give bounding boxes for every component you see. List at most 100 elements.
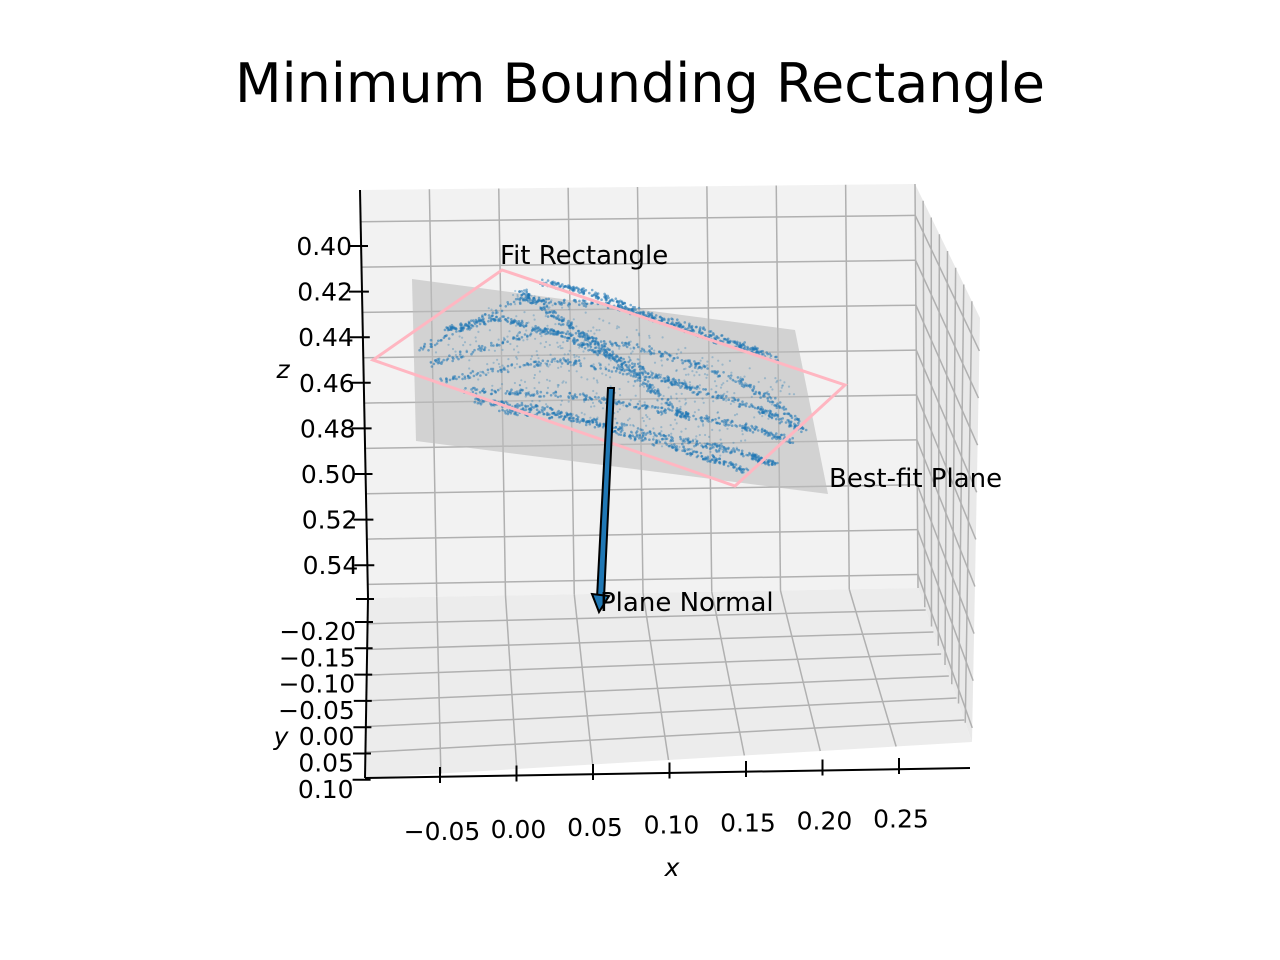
point [614,369,618,373]
point [753,428,756,431]
point [577,332,581,335]
point [589,416,592,419]
point [722,398,725,401]
point [489,367,493,371]
point [595,379,599,382]
point [595,346,598,349]
point [488,316,491,320]
point [477,378,480,381]
z-tick-label: 0.48 [300,414,356,443]
point [460,355,464,359]
point [670,432,673,435]
point [455,377,458,381]
grid-line [436,596,442,774]
point [683,449,686,453]
point [533,365,536,368]
point [660,359,663,362]
point [654,392,657,396]
point [759,393,762,396]
point [521,407,525,410]
point [684,346,687,350]
point [634,375,638,379]
point [507,358,510,361]
point [732,441,735,444]
point [761,427,764,431]
point [535,408,539,412]
z-axis-ticks: 0.400.420.440.460.480.500.520.54 [296,232,375,600]
point [500,370,503,374]
point [638,436,641,440]
point [526,338,529,341]
point [623,424,626,427]
point [498,409,501,413]
point [539,390,543,394]
point [638,434,641,438]
point [733,449,736,452]
point [460,326,464,330]
point [653,433,657,437]
point [549,353,552,356]
point [660,397,664,401]
point [539,306,542,309]
point [599,367,602,370]
point [586,342,589,346]
point [603,342,606,346]
point [560,362,564,365]
point [576,289,580,293]
point [599,340,603,343]
point [646,431,649,435]
point [698,441,702,445]
point [478,322,482,326]
point [570,323,573,327]
point [684,427,687,430]
point [698,362,701,365]
point [501,364,504,367]
point [509,322,512,326]
point [628,435,631,438]
point [765,351,768,354]
point [708,443,711,446]
point [567,400,570,403]
point [643,382,647,386]
point [679,435,682,439]
point [681,449,684,453]
point [482,387,486,391]
point [479,370,482,373]
point [603,340,606,343]
point [703,373,707,376]
point [604,374,608,377]
point [695,325,698,329]
point [459,322,463,325]
point [639,371,642,375]
point [547,297,551,301]
point [602,340,605,343]
point [556,413,560,416]
point [512,337,516,340]
point [536,392,539,395]
point [578,335,582,339]
point [578,303,581,307]
point [549,329,552,333]
point [591,336,594,340]
point [566,304,570,307]
point [715,372,719,375]
point [574,362,578,365]
point [741,452,744,456]
point [498,343,501,347]
point [777,418,781,421]
point [611,344,614,347]
point [550,329,553,332]
point [520,290,523,293]
point [701,331,704,335]
point [665,437,669,441]
point [524,392,528,395]
point [774,411,778,415]
point [525,288,528,292]
point [709,450,712,453]
z-tick-label: 0.52 [302,506,358,535]
x-axis-ticks: −0.05 0.00 0.05 0.10 0.15 0.20 0.25 [404,758,929,846]
point [578,359,581,362]
point [477,319,481,322]
point [571,417,575,420]
point [553,357,556,361]
